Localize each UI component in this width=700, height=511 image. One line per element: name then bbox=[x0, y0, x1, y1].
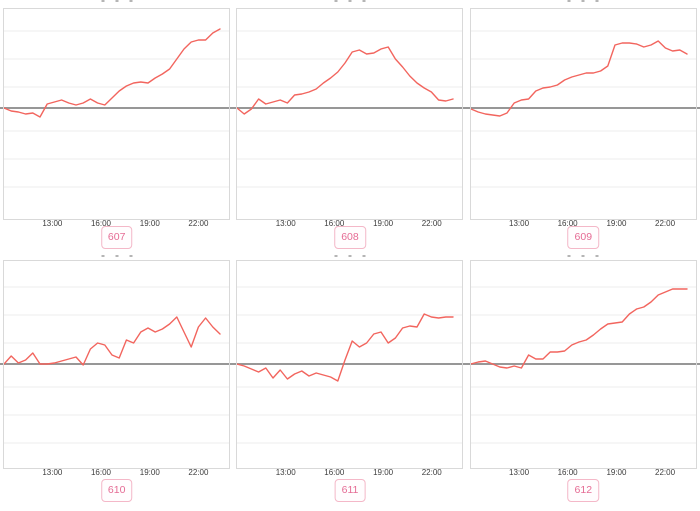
chart-plot-area bbox=[3, 260, 230, 469]
x-tick-label: 22:00 bbox=[188, 219, 209, 228]
series-line bbox=[4, 28, 221, 118]
cropped-title-fragment bbox=[567, 255, 599, 257]
x-tick-label: 13:00 bbox=[509, 468, 530, 477]
zero-axis-line-row1 bbox=[0, 107, 700, 109]
series-line bbox=[237, 46, 455, 115]
chart-plot-area bbox=[236, 260, 464, 469]
x-tick-label: 13:00 bbox=[275, 219, 296, 228]
x-axis-ticks: 13:00 16:00 19:00 22:00 bbox=[237, 468, 462, 478]
chart-badge[interactable]: 609 bbox=[567, 226, 600, 249]
chart-badge[interactable]: 608 bbox=[334, 226, 366, 249]
x-tick-label: 16:00 bbox=[90, 219, 111, 228]
x-tick-label: 16:00 bbox=[324, 468, 345, 477]
chart-panel-608: 13:00 16:00 19:00 22:00 608 bbox=[233, 0, 466, 255]
series-line bbox=[4, 316, 221, 366]
cropped-title-fragment bbox=[334, 0, 366, 2]
chart-badge[interactable]: 610 bbox=[100, 479, 133, 502]
chart-badge[interactable]: 612 bbox=[567, 479, 600, 502]
x-tick-label: 22:00 bbox=[655, 219, 676, 228]
series-line bbox=[237, 313, 455, 382]
x-axis-ticks: 13:00 16:00 19:00 22:00 bbox=[4, 219, 229, 229]
x-tick-label: 22:00 bbox=[421, 468, 442, 477]
chart-plot-area bbox=[469, 260, 697, 469]
chart-plot-area bbox=[469, 8, 697, 220]
zero-axis-line-row2 bbox=[0, 363, 700, 365]
chart-panel-607: 13:00 16:00 19:00 22:00 607 bbox=[0, 0, 233, 255]
x-tick-label: 19:00 bbox=[373, 468, 394, 477]
series-line bbox=[470, 288, 688, 369]
x-tick-label: 16:00 bbox=[557, 468, 578, 477]
x-tick-label: 16:00 bbox=[324, 219, 345, 228]
x-tick-label: 19:00 bbox=[373, 219, 394, 228]
x-tick-label: 16:00 bbox=[557, 219, 578, 228]
x-tick-label: 19:00 bbox=[606, 468, 627, 477]
cropped-title-fragment bbox=[101, 255, 133, 257]
x-axis-ticks: 13:00 16:00 19:00 22:00 bbox=[4, 468, 229, 478]
cropped-title-fragment bbox=[567, 0, 599, 2]
x-tick-label: 22:00 bbox=[188, 468, 209, 477]
x-axis-ticks: 13:00 16:00 19:00 22:00 bbox=[237, 219, 462, 229]
x-axis-ticks: 13:00 16:00 19:00 22:00 bbox=[471, 219, 696, 229]
x-tick-label: 22:00 bbox=[421, 219, 442, 228]
x-tick-label: 19:00 bbox=[139, 219, 160, 228]
chart-plot-area bbox=[3, 8, 230, 220]
chart-panel-609: 13:00 16:00 19:00 22:00 609 bbox=[467, 0, 700, 255]
chart-badge[interactable]: 607 bbox=[100, 226, 133, 249]
chart-panel-610: 13:00 16:00 19:00 22:00 610 bbox=[0, 255, 233, 511]
x-tick-label: 13:00 bbox=[42, 219, 63, 228]
x-tick-label: 13:00 bbox=[275, 468, 296, 477]
x-axis-ticks: 13:00 16:00 19:00 22:00 bbox=[471, 468, 696, 478]
chart-panel-611: 13:00 16:00 19:00 22:00 611 bbox=[233, 255, 466, 511]
x-tick-label: 19:00 bbox=[606, 219, 627, 228]
chart-panel-612: 13:00 16:00 19:00 22:00 612 bbox=[467, 255, 700, 511]
chart-badge[interactable]: 611 bbox=[334, 479, 366, 502]
x-tick-label: 19:00 bbox=[139, 468, 160, 477]
x-tick-label: 13:00 bbox=[42, 468, 63, 477]
series-line bbox=[470, 40, 688, 117]
x-tick-label: 22:00 bbox=[655, 468, 676, 477]
x-tick-label: 13:00 bbox=[509, 219, 530, 228]
cropped-title-fragment bbox=[101, 0, 133, 2]
x-tick-label: 16:00 bbox=[90, 468, 111, 477]
chart-plot-area bbox=[236, 8, 464, 220]
cropped-title-fragment bbox=[334, 255, 366, 257]
